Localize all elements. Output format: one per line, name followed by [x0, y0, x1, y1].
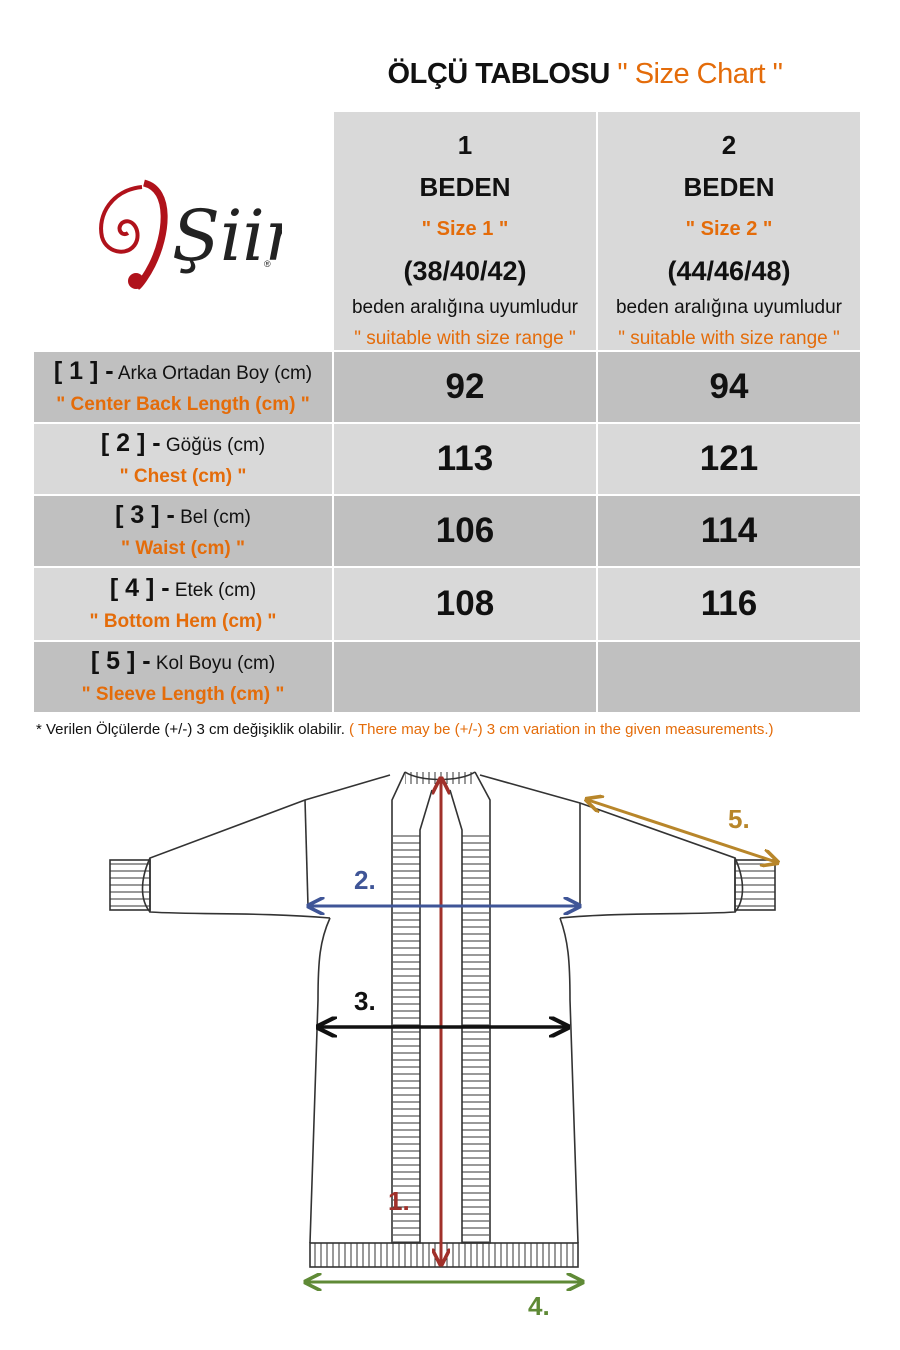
footnote-en: ( There may be (+/-) 3 cm variation in t… [349, 721, 774, 738]
row-label: [ 3 ] - Bel (cm) " Waist (cm) " [34, 496, 332, 566]
title-turkish: ÖLÇÜ TABLOSU [387, 58, 611, 90]
row-label-tr: Göğüs (cm) [165, 434, 266, 456]
row-label-tr: Bel (cm) [180, 506, 251, 528]
size-note-en: " suitable with size range " [354, 328, 576, 349]
table-cell: 113 [334, 424, 596, 494]
row-index: [ 1 ] - [53, 356, 114, 385]
size-name: " Size 2 " [685, 218, 773, 240]
row-label-en: " Center Back Length (cm) " [56, 393, 310, 415]
size-name: " Size 1 " [421, 218, 509, 240]
table-cell: 108 [334, 568, 596, 640]
title-english: " Size Chart " [617, 58, 783, 90]
size-note-tr: beden aralığına uyumludur [615, 297, 843, 318]
sleeve-label: 5. [728, 804, 750, 834]
chest-label: 2. [354, 865, 376, 895]
row-label: [ 1 ] - Arka Ortadan Boy (cm) " Center B… [34, 352, 332, 422]
page-title: ÖLÇÜ TABLOSU " Size Chart " [330, 58, 840, 91]
svg-text:®: ® [264, 259, 271, 269]
size-range: (44/46/48) [667, 256, 791, 286]
brand-logo: Şiir ® [92, 175, 302, 295]
table-cell: 92 [334, 352, 596, 422]
size-note-tr: beden aralığına uyumludur [351, 297, 579, 318]
row-label: [ 5 ] - Kol Boyu (cm) " Sleeve Length (c… [34, 642, 332, 712]
row-label: [ 4 ] - Etek (cm) " Bottom Hem (cm) " [34, 568, 332, 640]
footnote-tr: * Verilen Ölçülerde (+/-) 3 cm değişikli… [36, 721, 345, 738]
table-cell: 116 [598, 568, 860, 640]
row-label-en: " Waist (cm) " [121, 537, 245, 559]
table-cell [598, 642, 860, 712]
waist-label: 3. [354, 986, 376, 1016]
row-label: [ 2 ] - Göğüs (cm) " Chest (cm) " [34, 424, 332, 494]
size-note-en: " suitable with size range " [618, 328, 840, 349]
size-number: 1 [457, 130, 473, 160]
row-index: [ 2 ] - [100, 428, 161, 457]
size-beden: BEDEN [683, 172, 775, 202]
footnote: * Verilen Ölçülerde (+/-) 3 cm değişikli… [36, 721, 774, 738]
table-cell: 121 [598, 424, 860, 494]
size-column-header-1: 1 BEDEN " Size 1 " (38/40/42) beden aral… [334, 112, 596, 350]
row-label-tr: Etek (cm) [174, 579, 257, 601]
size-number: 2 [721, 130, 737, 160]
row-label-en: " Bottom Hem (cm) " [89, 610, 277, 632]
table-cell: 106 [334, 496, 596, 566]
table-cell [334, 642, 596, 712]
row-index: [ 3 ] - [115, 500, 175, 529]
logo-text: Şiir [172, 195, 282, 277]
size-range: (38/40/42) [403, 256, 527, 286]
sleeve-arrow [588, 800, 776, 862]
logo-spiral-icon: Şiir ® [99, 179, 302, 290]
length-label: 1. [388, 1186, 410, 1216]
row-label-en: " Sleeve Length (cm) " [81, 683, 285, 705]
row-label-tr: Arka Ortadan Boy (cm) [117, 362, 313, 384]
table-cell: 114 [598, 496, 860, 566]
row-label-tr: Kol Boyu (cm) [155, 652, 276, 674]
cardigan-diagram: 1. 2. 3. 4. 5. [109, 771, 900, 1321]
table-cell: 94 [598, 352, 860, 422]
hem-label: 4. [528, 1291, 550, 1321]
row-index: [ 5 ] - [90, 646, 151, 675]
size-beden: BEDEN [419, 172, 511, 202]
size-column-header-2: 2 BEDEN " Size 2 " (44/46/48) beden aral… [598, 112, 860, 350]
row-index: [ 4 ] - [109, 573, 170, 602]
row-label-en: " Chest (cm) " [119, 465, 247, 487]
